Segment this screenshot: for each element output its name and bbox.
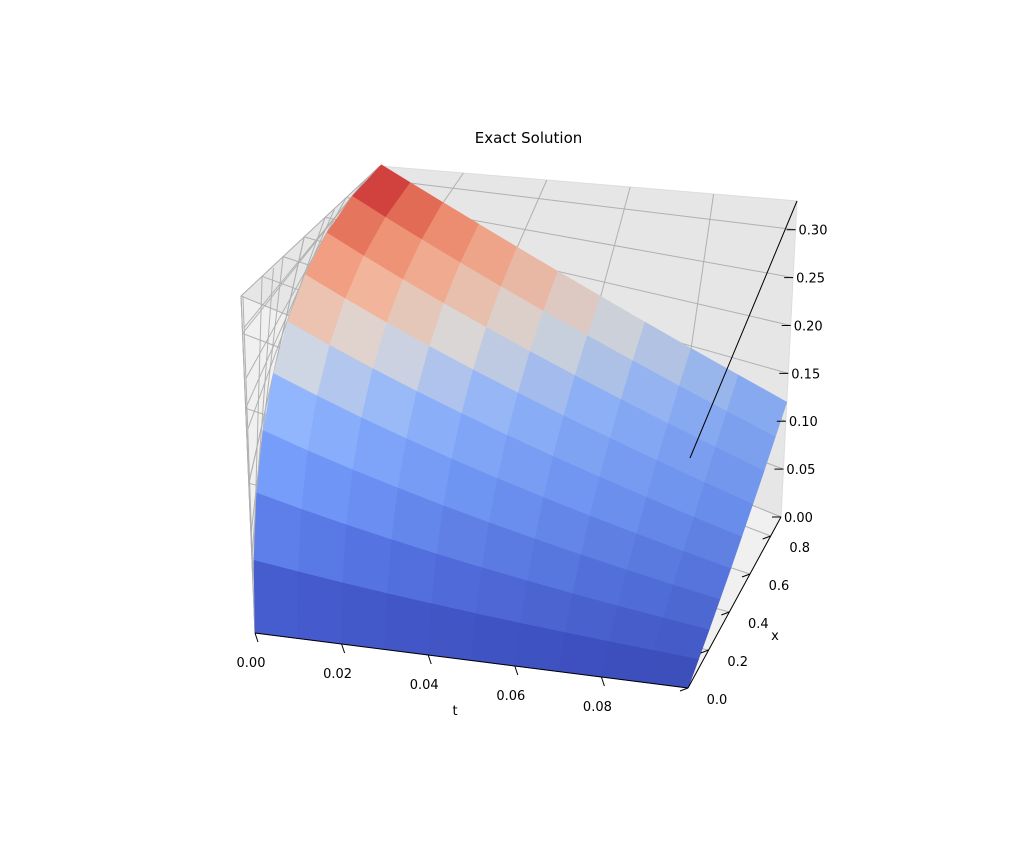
x-tick — [762, 535, 771, 540]
t-tick-label: 0.00 — [237, 656, 266, 671]
z-gridline — [249, 236, 305, 481]
surface-patch — [297, 571, 344, 645]
t-axis-line — [254, 632, 689, 689]
t-axis-label: t — [452, 704, 457, 719]
surface-patch — [384, 593, 433, 656]
z-gridline — [243, 177, 368, 328]
x-tick — [700, 649, 709, 654]
chart-title: Exact Solution — [474, 129, 583, 147]
x-tick-label: 0.6 — [769, 579, 790, 594]
t-tick-label: 0.08 — [583, 700, 612, 715]
x-tick-label: 0.0 — [707, 693, 728, 708]
surface-patch — [253, 560, 299, 639]
surface-patch — [427, 603, 477, 661]
x-tick — [741, 573, 751, 578]
z-axis-line — [689, 200, 798, 459]
surface-patch — [471, 613, 521, 667]
x-tick — [679, 687, 689, 692]
z-gridline — [247, 217, 326, 430]
z-tick-label: 0.15 — [791, 367, 820, 382]
z-gridline — [250, 256, 284, 532]
z-gridline — [240, 295, 256, 634]
x-gridline — [245, 209, 335, 409]
t-tick-label: 0.02 — [323, 667, 352, 682]
t-tick-label: 0.06 — [496, 689, 525, 704]
t-tick — [341, 643, 346, 654]
t-tick-label: 0.04 — [410, 678, 439, 693]
t-tick — [427, 654, 432, 665]
z-tick-label: 0.05 — [786, 463, 815, 478]
z-tick-label: 0.00 — [784, 511, 813, 526]
z-gridline — [252, 276, 263, 583]
z-gridline — [245, 197, 347, 379]
x-tick-label: 0.2 — [727, 655, 748, 670]
z-tick-label: 0.30 — [799, 224, 828, 239]
t-tick — [514, 665, 519, 676]
x-axis-label: x — [771, 629, 779, 644]
z-tick-label: 0.25 — [796, 272, 825, 287]
x-tick — [721, 611, 730, 616]
surface-patch — [341, 582, 388, 650]
x-tick-label: 0.8 — [789, 541, 810, 556]
t-gridline — [240, 165, 381, 297]
x-tick-label: 0.4 — [748, 617, 769, 632]
z-tick-label: 0.20 — [794, 319, 823, 334]
x-axis-line — [687, 516, 782, 689]
z-gridline — [367, 177, 796, 231]
t-tick — [600, 676, 605, 687]
t-tick — [254, 632, 259, 643]
z-tick-label: 0.10 — [789, 415, 818, 430]
